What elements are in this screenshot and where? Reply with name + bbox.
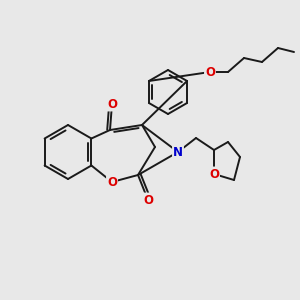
Text: O: O [143,194,153,206]
Text: N: N [173,146,183,158]
Text: O: O [107,176,117,188]
Text: O: O [107,98,117,110]
Text: O: O [209,167,219,181]
Text: O: O [205,65,215,79]
